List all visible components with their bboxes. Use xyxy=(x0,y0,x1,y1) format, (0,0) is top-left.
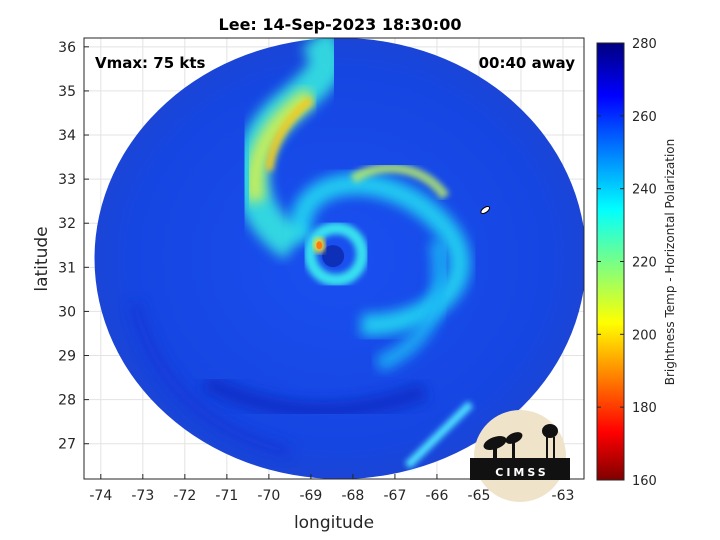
y-tick-label: 32 xyxy=(58,216,76,232)
eyewall xyxy=(304,222,369,287)
rainband-cyan xyxy=(289,173,471,336)
brightness-temp-image xyxy=(94,38,584,479)
outer-band xyxy=(201,373,428,420)
rainband-cyan xyxy=(404,401,474,469)
x-tick-label: -68 xyxy=(341,488,364,504)
storm-eye xyxy=(322,245,345,268)
cimss-logo: CIMSS xyxy=(470,410,570,502)
x-axis-label: longitude xyxy=(294,513,374,533)
colorbar-ticks: 160 180 200 220 240 260 280 xyxy=(597,37,657,489)
x-tick-label: -74 xyxy=(89,488,112,504)
y-axis-label: latitude xyxy=(32,226,52,291)
colorbar-tick-label: 200 xyxy=(632,328,657,343)
x-tick-label: -72 xyxy=(173,488,196,504)
x-tick-label: -71 xyxy=(215,488,238,504)
rainband-orange xyxy=(264,96,314,171)
y-tick-label: 31 xyxy=(58,260,76,276)
rainband-yellow xyxy=(350,163,450,200)
rainband-yellow xyxy=(245,87,316,203)
x-tick-label: -69 xyxy=(299,488,322,504)
eyewall-core xyxy=(316,241,323,250)
chart-title: Lee: 14-Sep-2023 18:30:00 xyxy=(219,15,462,34)
y-tick-label: 27 xyxy=(58,437,76,453)
rainband-cyan xyxy=(374,239,448,372)
time-away-annotation: 00:40 away xyxy=(479,54,576,72)
x-tick-label: -63 xyxy=(552,488,575,504)
colorbar-tick-label: 260 xyxy=(632,110,657,125)
x-tick-label: -65 xyxy=(468,488,491,504)
vmax-annotation: Vmax: 75 kts xyxy=(95,54,205,72)
x-tick-label: -66 xyxy=(426,488,449,504)
colorbar-label: Brightness Temp - Horizontal Polarizatio… xyxy=(663,139,677,386)
x-tick-label: -73 xyxy=(131,488,154,504)
colorbar xyxy=(596,42,625,481)
outer-band xyxy=(127,300,292,460)
colorbar-tick-label: 240 xyxy=(632,183,657,198)
colorbar-tick-label: 160 xyxy=(632,474,657,489)
logo-text: CIMSS xyxy=(495,466,548,479)
y-tick-label: 35 xyxy=(58,84,76,100)
colorbar-tick-label: 220 xyxy=(632,256,657,271)
y-tick-label: 28 xyxy=(58,393,76,409)
y-tick-label: 34 xyxy=(58,128,76,144)
x-tick-label: -70 xyxy=(257,488,280,504)
y-tick-label: 30 xyxy=(58,304,76,320)
colorbar-tick-label: 280 xyxy=(632,37,657,52)
y-tick-label: 29 xyxy=(58,349,76,365)
y-tick-label: 36 xyxy=(58,40,76,56)
x-tick-label: -67 xyxy=(383,488,406,504)
plot-frame xyxy=(83,37,585,480)
y-tick-label: 33 xyxy=(58,172,76,188)
colorbar-tick-label: 180 xyxy=(632,401,657,416)
island-outline xyxy=(480,205,491,215)
